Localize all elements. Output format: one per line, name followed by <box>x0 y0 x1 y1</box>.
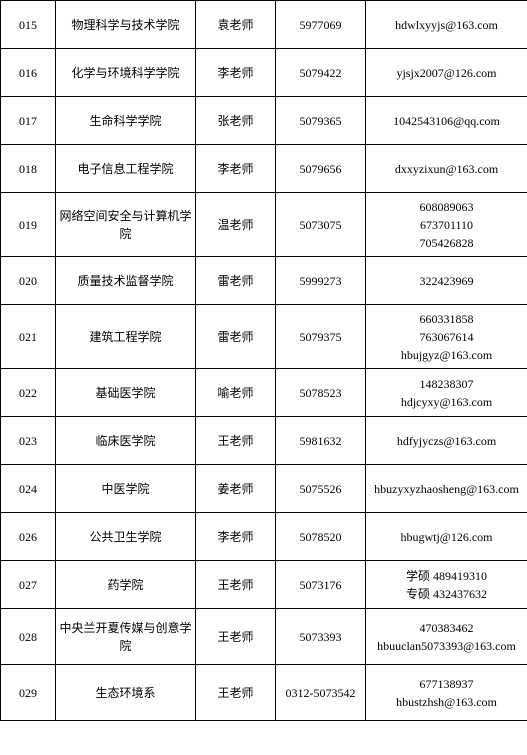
contact-cell: 148238307 hdjcyxy@163.com <box>366 369 527 417</box>
table-row: 028中央兰开夏传媒与创意学院王老师5073393470383462 hbuuc… <box>1 609 527 665</box>
table-row: 019网络空间安全与计算机学院温老师5073075608089063 67370… <box>1 193 527 257</box>
contact-cell: 1042543106@qq.com <box>366 97 527 145</box>
teacher-cell: 王老师 <box>196 561 276 609</box>
teacher-cell: 姜老师 <box>196 465 276 513</box>
code-cell: 015 <box>1 1 56 49</box>
code-cell: 020 <box>1 257 56 305</box>
contact-cell: hdfyjyczs@163.com <box>366 417 527 465</box>
dept-cell: 中医学院 <box>56 465 196 513</box>
phone-cell: 5977069 <box>276 1 366 49</box>
dept-cell: 建筑工程学院 <box>56 305 196 369</box>
table-row: 017生命科学学院张老师50793651042543106@qq.com <box>1 97 527 145</box>
phone-cell: 5079422 <box>276 49 366 97</box>
dept-cell: 基础医学院 <box>56 369 196 417</box>
teacher-cell: 王老师 <box>196 417 276 465</box>
contact-cell: yjsjx2007@126.com <box>366 49 527 97</box>
table-row: 024中医学院姜老师5075526hbuzyxyzhaosheng@163.co… <box>1 465 527 513</box>
phone-cell: 5981632 <box>276 417 366 465</box>
phone-cell: 5999273 <box>276 257 366 305</box>
teacher-cell: 雷老师 <box>196 305 276 369</box>
dept-cell: 药学院 <box>56 561 196 609</box>
dept-cell: 生命科学学院 <box>56 97 196 145</box>
teacher-cell: 李老师 <box>196 145 276 193</box>
dept-cell: 生态环境系 <box>56 665 196 721</box>
contact-cell: 学硕 489419310 专硕 432437632 <box>366 561 527 609</box>
table-row: 029生态环境系王老师0312-5073542677138937 hbustzh… <box>1 665 527 721</box>
phone-cell: 5075526 <box>276 465 366 513</box>
phone-cell: 5078523 <box>276 369 366 417</box>
code-cell: 028 <box>1 609 56 665</box>
contact-cell: hbugwtj@126.com <box>366 513 527 561</box>
table-row: 020质量技术监督学院雷老师5999273322423969 <box>1 257 527 305</box>
contact-cell: 470383462 hbuuclan5073393@163.com <box>366 609 527 665</box>
phone-cell: 5073176 <box>276 561 366 609</box>
code-cell: 019 <box>1 193 56 257</box>
contact-cell: hdwlxyyjs@163.com <box>366 1 527 49</box>
dept-cell: 网络空间安全与计算机学院 <box>56 193 196 257</box>
code-cell: 021 <box>1 305 56 369</box>
contact-cell: hbuzyxyzhaosheng@163.com <box>366 465 527 513</box>
table-row: 023临床医学院王老师5981632hdfyjyczs@163.com <box>1 417 527 465</box>
phone-cell: 5073393 <box>276 609 366 665</box>
contact-cell: 322423969 <box>366 257 527 305</box>
teacher-cell: 李老师 <box>196 49 276 97</box>
dept-cell: 临床医学院 <box>56 417 196 465</box>
contact-table: 015物理科学与技术学院袁老师5977069hdwlxyyjs@163.com0… <box>0 0 527 721</box>
code-cell: 016 <box>1 49 56 97</box>
table-row: 016化学与环境科学学院李老师5079422yjsjx2007@126.com <box>1 49 527 97</box>
code-cell: 023 <box>1 417 56 465</box>
phone-cell: 5078520 <box>276 513 366 561</box>
code-cell: 022 <box>1 369 56 417</box>
dept-cell: 化学与环境科学学院 <box>56 49 196 97</box>
teacher-cell: 李老师 <box>196 513 276 561</box>
teacher-cell: 温老师 <box>196 193 276 257</box>
table-row: 015物理科学与技术学院袁老师5977069hdwlxyyjs@163.com <box>1 1 527 49</box>
phone-cell: 0312-5073542 <box>276 665 366 721</box>
code-cell: 017 <box>1 97 56 145</box>
code-cell: 024 <box>1 465 56 513</box>
dept-cell: 物理科学与技术学院 <box>56 1 196 49</box>
table-row: 018电子信息工程学院李老师5079656dxxyzixun@163.com <box>1 145 527 193</box>
dept-cell: 质量技术监督学院 <box>56 257 196 305</box>
dept-cell: 电子信息工程学院 <box>56 145 196 193</box>
phone-cell: 5079365 <box>276 97 366 145</box>
contact-cell: 677138937 hbustzhsh@163.com <box>366 665 527 721</box>
table-row: 027药学院王老师5073176学硕 489419310 专硕 43243763… <box>1 561 527 609</box>
teacher-cell: 袁老师 <box>196 1 276 49</box>
code-cell: 026 <box>1 513 56 561</box>
phone-cell: 5079375 <box>276 305 366 369</box>
teacher-cell: 雷老师 <box>196 257 276 305</box>
table-row: 022基础医学院喻老师5078523148238307 hdjcyxy@163.… <box>1 369 527 417</box>
code-cell: 018 <box>1 145 56 193</box>
teacher-cell: 喻老师 <box>196 369 276 417</box>
teacher-cell: 王老师 <box>196 665 276 721</box>
code-cell: 027 <box>1 561 56 609</box>
table-row: 021建筑工程学院雷老师5079375660331858 763067614 h… <box>1 305 527 369</box>
phone-cell: 5073075 <box>276 193 366 257</box>
code-cell: 029 <box>1 665 56 721</box>
contact-cell: 660331858 763067614 hbujgyz@163.com <box>366 305 527 369</box>
teacher-cell: 张老师 <box>196 97 276 145</box>
contact-cell: dxxyzixun@163.com <box>366 145 527 193</box>
table-row: 026公共卫生学院李老师5078520hbugwtj@126.com <box>1 513 527 561</box>
phone-cell: 5079656 <box>276 145 366 193</box>
teacher-cell: 王老师 <box>196 609 276 665</box>
contact-cell: 608089063 673701110 705426828 <box>366 193 527 257</box>
dept-cell: 中央兰开夏传媒与创意学院 <box>56 609 196 665</box>
dept-cell: 公共卫生学院 <box>56 513 196 561</box>
